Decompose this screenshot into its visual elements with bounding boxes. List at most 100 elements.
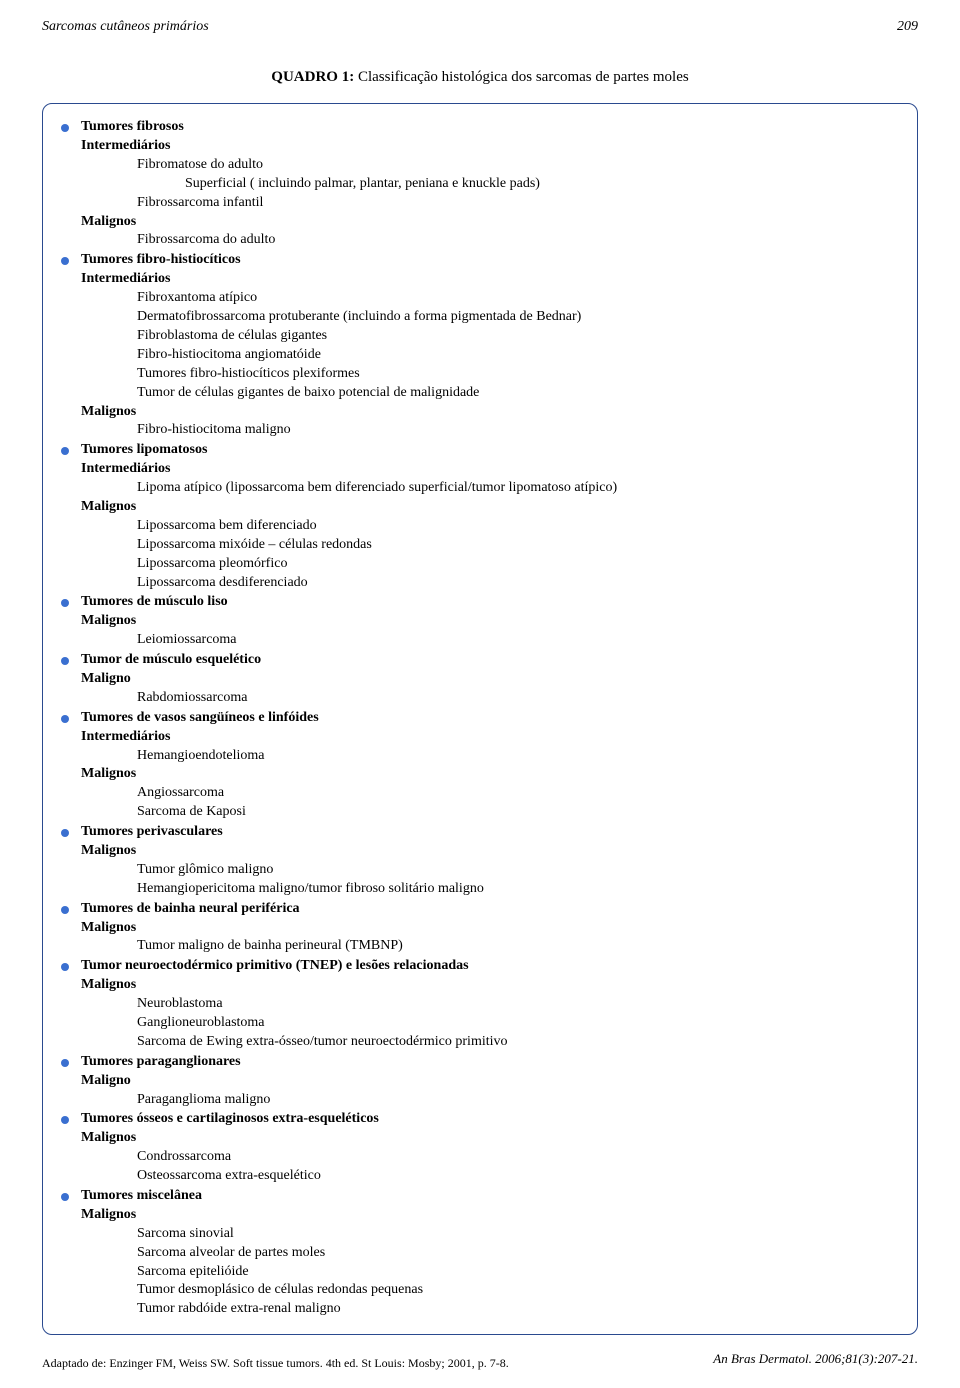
subgroup: MalignosAngiossarcomaSarcoma de Kaposi — [81, 765, 899, 822]
section: Tumores lipomatososIntermediáriosLipoma … — [61, 441, 899, 592]
bullet-icon — [61, 1059, 69, 1067]
bullet-icon — [61, 906, 69, 914]
item: Tumor glômico maligno — [137, 861, 899, 880]
item: Sarcoma alveolar de partes moles — [137, 1244, 899, 1263]
item: Lipossarcoma pleomórfico — [137, 555, 899, 574]
item: Neuroblastoma — [137, 995, 899, 1014]
items: Hemangioendotelioma — [137, 747, 899, 766]
subgroup-title: Maligno — [81, 670, 899, 689]
item: Fibrossarcoma do adulto — [137, 231, 899, 250]
bullet-icon — [61, 715, 69, 723]
quadro-label: QUADRO 1: — [271, 69, 354, 85]
section-title: Tumor de músculo esquelético — [81, 651, 261, 670]
items: Tumor maligno de bainha perineural (TMBN… — [137, 937, 899, 956]
running-title: Sarcomas cutâneos primários — [42, 18, 209, 37]
section-row: Tumor de músculo esquelético — [61, 651, 899, 670]
items: CondrossarcomaOsteossarcoma extra-esquel… — [137, 1148, 899, 1186]
section: Tumores de músculo lisoMalignosLeiomioss… — [61, 593, 899, 650]
items: Fibro-histiocitoma maligno — [137, 421, 899, 440]
subgroup: IntermediáriosFibroxantoma atípicoDermat… — [81, 270, 899, 402]
section-title: Tumores perivasculares — [81, 823, 223, 842]
item: Fibromatose do adulto — [137, 156, 899, 175]
bullet-icon — [61, 257, 69, 265]
section-row: Tumores de bainha neural periférica — [61, 900, 899, 919]
subgroup: MalignosLeiomiossarcoma — [81, 612, 899, 650]
item: Angiossarcoma — [137, 784, 899, 803]
item: Tumor rabdóide extra-renal maligno — [137, 1300, 899, 1319]
section: Tumores fibrososIntermediáriosFibromatos… — [61, 118, 899, 250]
item: Paraganglioma maligno — [137, 1091, 899, 1110]
items: Sarcoma sinovialSarcoma alveolar de part… — [137, 1225, 899, 1319]
subgroup-title: Intermediários — [81, 728, 899, 747]
bullet-icon — [61, 657, 69, 665]
subgroup: IntermediáriosFibromatose do adultoSuper… — [81, 137, 899, 213]
subgroup: MalignosLipossarcoma bem diferenciadoLip… — [81, 498, 899, 592]
subgroup-title: Malignos — [81, 1206, 899, 1225]
bullet-icon — [61, 124, 69, 132]
items: Rabdomiossarcoma — [137, 689, 899, 708]
bullet-icon — [61, 1193, 69, 1201]
subgroup-title: Malignos — [81, 842, 899, 861]
section-title: Tumores ósseos e cartilaginosos extra-es… — [81, 1110, 379, 1129]
subgroup: MalignosTumor glômico malignoHemangioper… — [81, 842, 899, 899]
bullet-icon — [61, 963, 69, 971]
section: Tumor neuroectodérmico primitivo (TNEP) … — [61, 957, 899, 1051]
section: Tumores perivascularesMalignosTumor glôm… — [61, 823, 899, 899]
item: Ganglioneuroblastoma — [137, 1014, 899, 1033]
bullet-icon — [61, 1116, 69, 1124]
item: Sarcoma de Kaposi — [137, 803, 899, 822]
section: Tumores paraganglionaresMalignoParagangl… — [61, 1053, 899, 1110]
section: Tumores de vasos sangüíneos e linfóidesI… — [61, 709, 899, 822]
items: AngiossarcomaSarcoma de Kaposi — [137, 784, 899, 822]
items: Fibrossarcoma do adulto — [137, 231, 899, 250]
section-row: Tumores fibro-histiocíticos — [61, 251, 899, 270]
quadro-heading: Classificação histológica dos sarcomas d… — [358, 69, 689, 85]
section: Tumores miscelâneaMalignosSarcoma sinovi… — [61, 1187, 899, 1319]
subgroup: MalignoRabdomiossarcoma — [81, 670, 899, 708]
section-row: Tumores paraganglionares — [61, 1053, 899, 1072]
item: Lipoma atípico (lipossarcoma bem diferen… — [137, 479, 899, 498]
page-header: Sarcomas cutâneos primários 209 — [0, 0, 960, 43]
item: Lipossarcoma mixóide – células redondas — [137, 536, 899, 555]
bullet-icon — [61, 447, 69, 455]
section-row: Tumores de músculo liso — [61, 593, 899, 612]
subgroup-title: Malignos — [81, 976, 899, 995]
section-title: Tumores de bainha neural periférica — [81, 900, 300, 919]
item: Condrossarcoma — [137, 1148, 899, 1167]
subgroup: MalignosFibrossarcoma do adulto — [81, 213, 899, 251]
subgroup: MalignosNeuroblastomaGanglioneuroblastom… — [81, 976, 899, 1052]
subgroup-title: Malignos — [81, 213, 899, 232]
item: Fibro-histiocitoma maligno — [137, 421, 899, 440]
section-title: Tumores lipomatosos — [81, 441, 207, 460]
page-number: 209 — [897, 18, 918, 37]
section: Tumor de músculo esqueléticoMalignoRabdo… — [61, 651, 899, 708]
section-row: Tumores perivasculares — [61, 823, 899, 842]
section: Tumores ósseos e cartilaginosos extra-es… — [61, 1110, 899, 1186]
section-row: Tumores miscelânea — [61, 1187, 899, 1206]
item: Tumor desmoplásico de células redondas p… — [137, 1281, 899, 1300]
section-row: Tumores ósseos e cartilaginosos extra-es… — [61, 1110, 899, 1129]
item: Sarcoma sinovial — [137, 1225, 899, 1244]
subgroup-title: Malignos — [81, 765, 899, 784]
items: Lipoma atípico (lipossarcoma bem diferen… — [137, 479, 899, 498]
journal-footer: An Bras Dermatol. 2006;81(3):207-21. — [713, 1350, 918, 1368]
item: Fibrossarcoma infantil — [137, 194, 899, 213]
item: Osteossarcoma extra-esquelético — [137, 1167, 899, 1186]
subgroup-title: Intermediários — [81, 270, 899, 289]
section-title: Tumores de vasos sangüíneos e linfóides — [81, 709, 319, 728]
section-row: Tumor neuroectodérmico primitivo (TNEP) … — [61, 957, 899, 976]
item: Tumor de células gigantes de baixo poten… — [137, 384, 899, 403]
section-title: Tumores de músculo liso — [81, 593, 228, 612]
subgroup: IntermediáriosLipoma atípico (lipossarco… — [81, 460, 899, 498]
item: Lipossarcoma desdiferenciado — [137, 574, 899, 593]
subgroup-title: Malignos — [81, 498, 899, 517]
subgroup: MalignosTumor maligno de bainha perineur… — [81, 919, 899, 957]
section-title: Tumor neuroectodérmico primitivo (TNEP) … — [81, 957, 469, 976]
subgroup: MalignosSarcoma sinovialSarcoma alveolar… — [81, 1206, 899, 1319]
subgroup-title: Maligno — [81, 1072, 899, 1091]
item: Tumores fibro-histiocíticos plexiformes — [137, 365, 899, 384]
item: Dermatofibrossarcoma protuberante (inclu… — [137, 308, 899, 327]
item: Sarcoma epitelióide — [137, 1263, 899, 1282]
subgroup: MalignoParaganglioma maligno — [81, 1072, 899, 1110]
section-row: Tumores de vasos sangüíneos e linfóides — [61, 709, 899, 728]
